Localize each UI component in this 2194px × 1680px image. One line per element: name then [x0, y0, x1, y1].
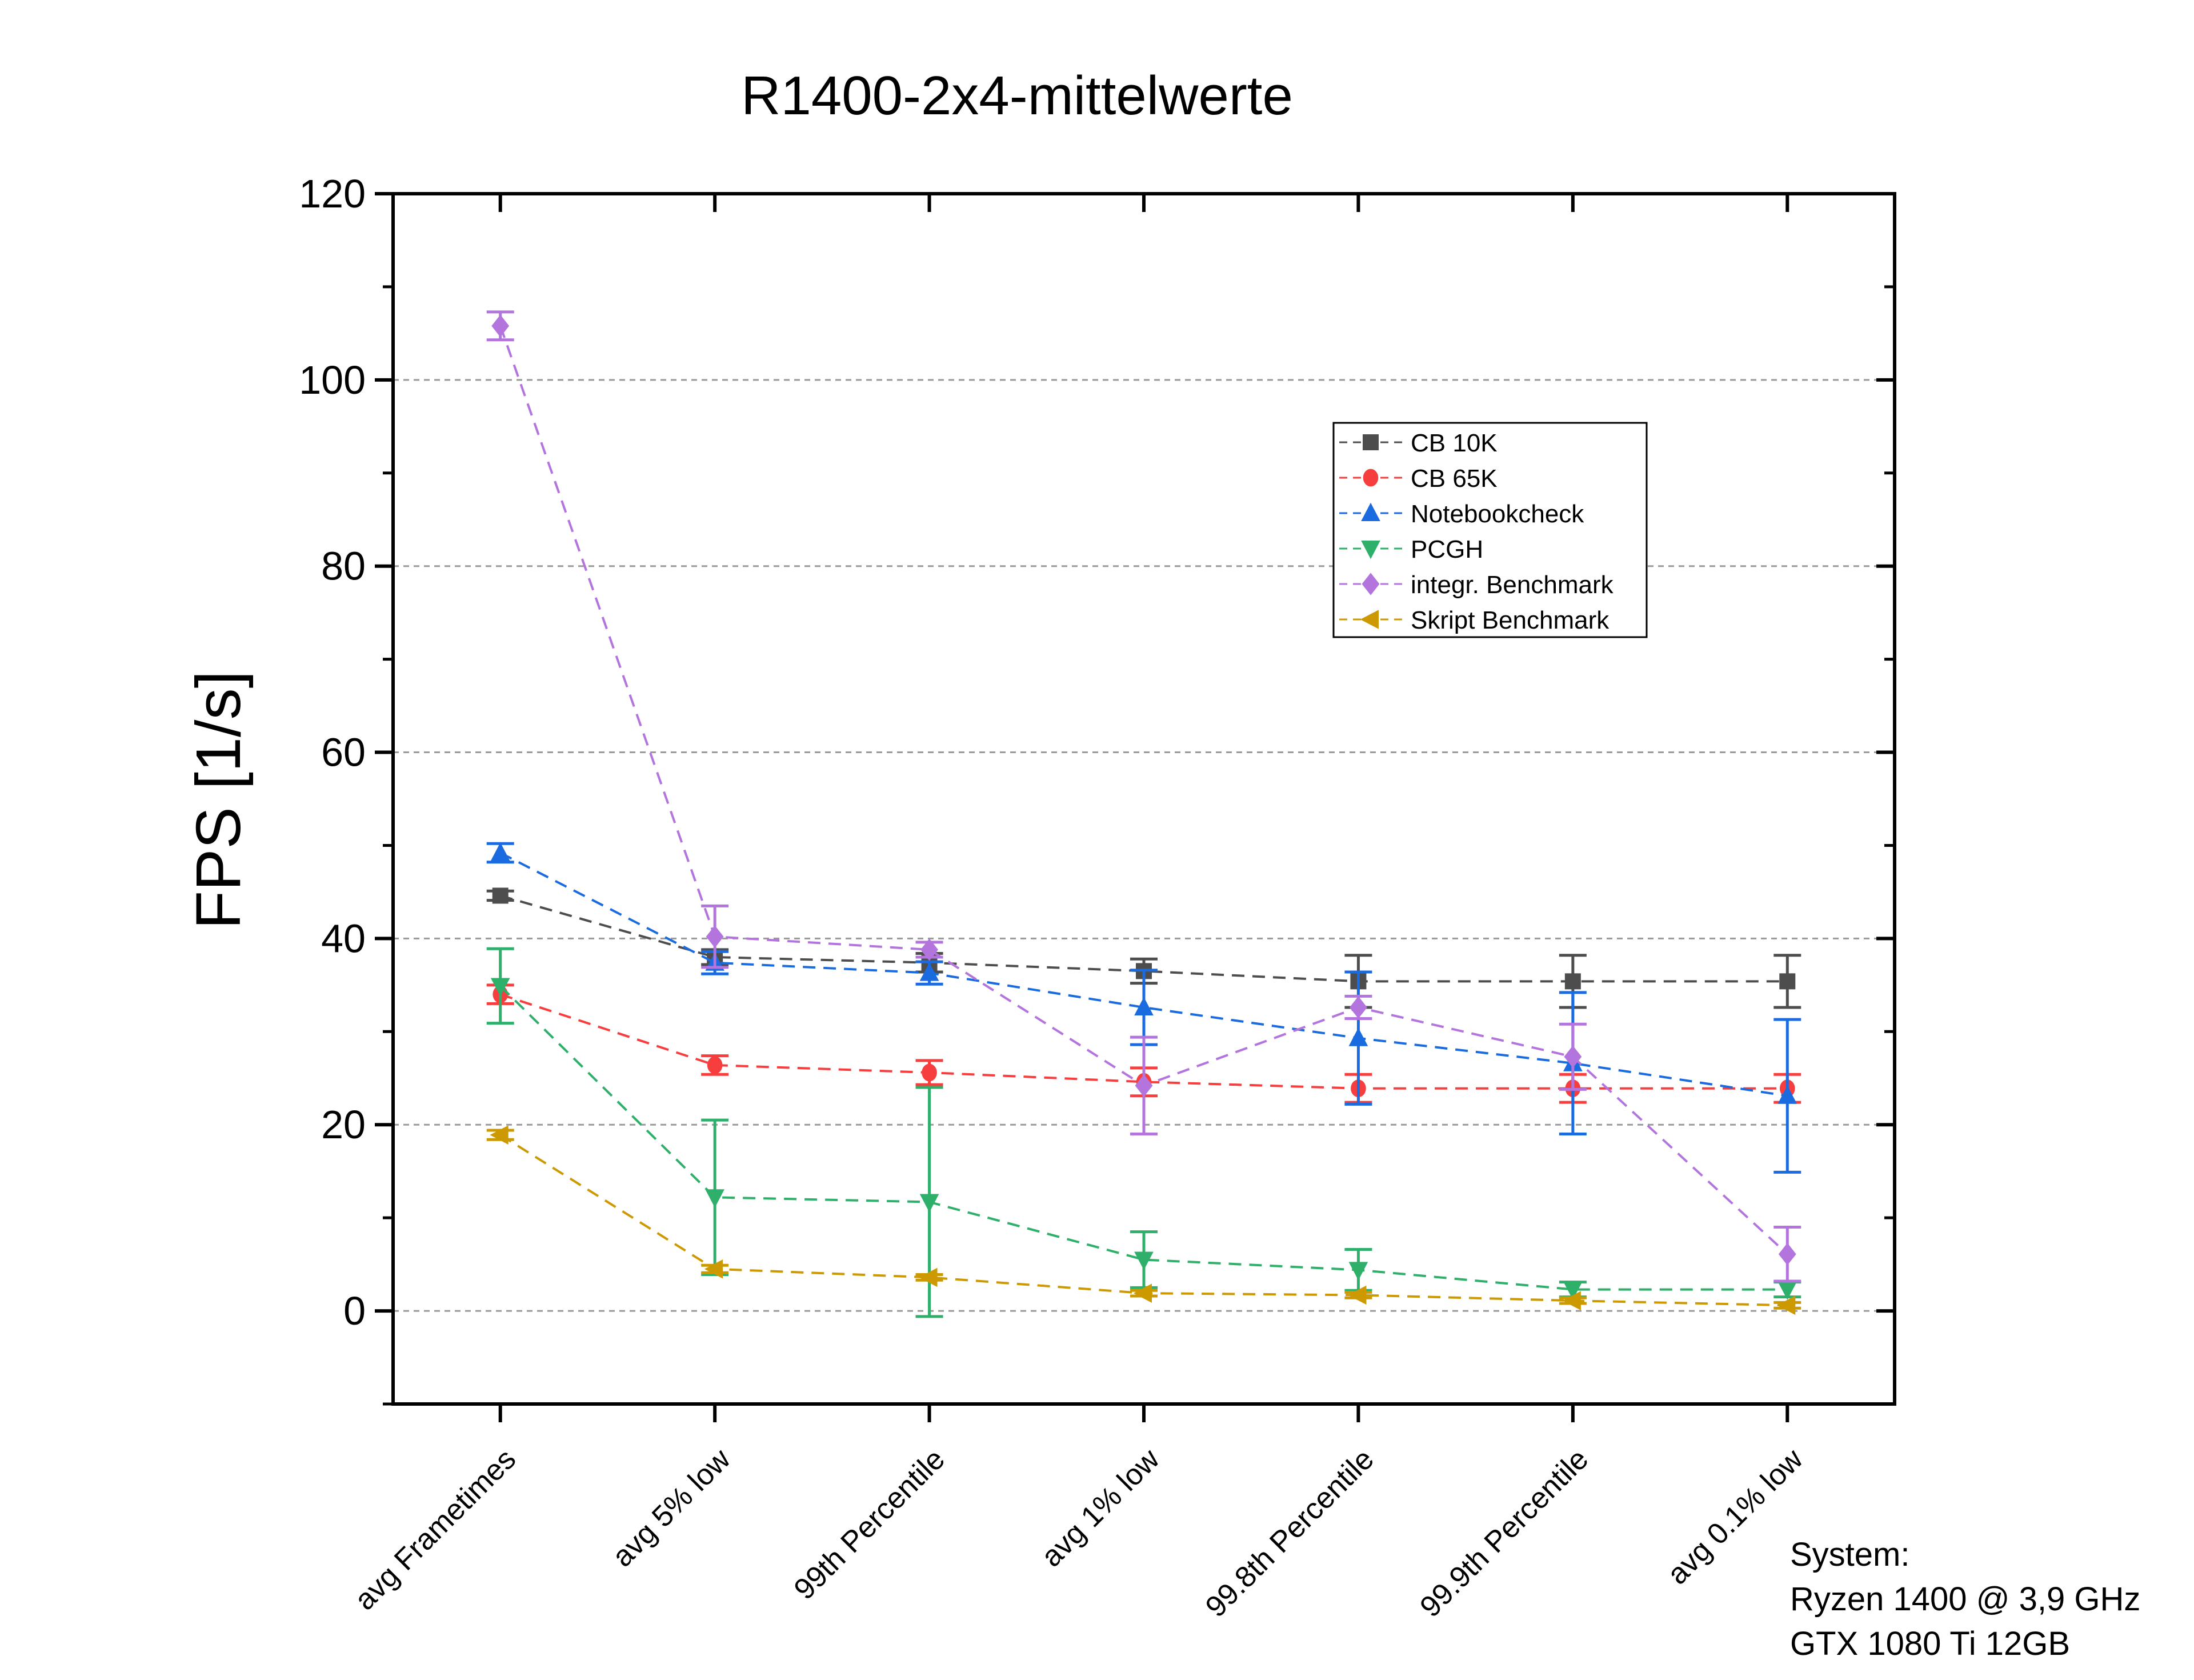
x-tick-label: 99.8th Percentile	[1199, 1442, 1380, 1623]
legend-label: Skript Benchmark	[1411, 606, 1610, 634]
marker-diamond	[706, 925, 724, 948]
x-tick-label: 99.9th Percentile	[1414, 1442, 1595, 1623]
y-tick-label: 120	[299, 171, 366, 216]
marker-triangle-up	[1348, 1027, 1368, 1046]
legend-box	[1332, 422, 1648, 638]
marker-circle	[922, 1063, 937, 1082]
marker-triangle-up	[1777, 1085, 1797, 1104]
annotation-line: System:	[1790, 1536, 1910, 1573]
legend-item: CB 10K	[1339, 429, 1498, 457]
plot-frame	[391, 192, 1896, 1406]
marker-triangle-left	[490, 1125, 509, 1145]
chart-title: R1400-2x4-mittelwerte	[741, 65, 1293, 126]
system-annotation: System: Ryzen 1400 @ 3,9 GHz GTX 1080 Ti…	[1790, 1536, 2140, 1662]
x-tick-label: avg 1% low	[1035, 1442, 1166, 1573]
x-tick-label: avg 5% low	[606, 1442, 737, 1573]
axes: 0 20 40 60 80 100 120 avg Frametimes avg 5% low 9…	[299, 171, 1895, 1623]
legend-item: CB 65K	[1339, 465, 1498, 493]
marker-triangle-up	[1134, 997, 1154, 1015]
marker-diamond	[920, 938, 938, 961]
marker-triangle-down	[1777, 1281, 1797, 1300]
marker-diamond	[1362, 573, 1380, 595]
marker-triangle-up	[919, 962, 939, 981]
y-tick-label: 80	[321, 544, 366, 589]
y-tick-label: 60	[321, 730, 366, 775]
marker-circle	[707, 1056, 723, 1074]
marker-diamond	[1778, 1243, 1796, 1266]
series-group	[486, 310, 1801, 1318]
x-tick-label: 99th Percentile	[788, 1442, 951, 1606]
series-integr-benchmark	[486, 310, 1801, 1283]
marker-triangle-down	[705, 1189, 724, 1208]
marker-triangle-left	[704, 1259, 723, 1279]
marker-triangle-left	[1562, 1291, 1581, 1310]
y-tick-label: 0	[343, 1289, 366, 1333]
grid	[393, 379, 1895, 1312]
legend-item: Notebookcheck	[1339, 500, 1584, 528]
marker-triangle-up	[490, 842, 510, 861]
marker-square	[1564, 973, 1581, 990]
marker-diamond	[1350, 996, 1367, 1019]
marker-triangle-left	[919, 1267, 938, 1287]
legend-item: Skript Benchmark	[1339, 606, 1610, 634]
series-skript-benchmark	[486, 1125, 1801, 1315]
legend-label: integr. Benchmark	[1411, 571, 1614, 599]
annotation-line: Ryzen 1400 @ 3,9 GHz	[1790, 1581, 2140, 1618]
legend-label: CB 65K	[1411, 465, 1498, 493]
marker-square	[1779, 973, 1796, 990]
marker-triangle-down	[919, 1194, 939, 1213]
marker-diamond	[491, 314, 510, 337]
marker-triangle-left	[1348, 1285, 1367, 1305]
marker-circle	[1363, 469, 1379, 487]
marker-triangle-down	[490, 978, 510, 997]
legend: CB 10K CB 65K Notebookcheck PCGH integr. Ben…	[1332, 422, 1648, 638]
marker-triangle-left	[1133, 1283, 1152, 1303]
marker-square	[492, 887, 509, 904]
marker-triangle-down	[1563, 1281, 1583, 1300]
marker-triangle-left	[1777, 1295, 1796, 1315]
marker-triangle-down	[1348, 1262, 1368, 1281]
y-axis-label: FPS [1/s]	[183, 671, 254, 929]
legend-item: PCGH	[1339, 535, 1483, 563]
legend-item: integr. Benchmark	[1339, 571, 1614, 599]
y-tick-label: 100	[299, 358, 366, 402]
marker-triangle-down	[1361, 541, 1380, 559]
legend-label: Notebookcheck	[1411, 500, 1584, 528]
marker-diamond	[1564, 1045, 1582, 1068]
annotation-line: GTX 1080 Ti 12GB	[1790, 1625, 2070, 1662]
y-tick-label: 40	[321, 916, 366, 961]
legend-label: CB 10K	[1411, 429, 1498, 457]
marker-diamond	[1135, 1074, 1153, 1097]
marker-triangle-left	[1360, 610, 1379, 629]
marker-triangle-down	[1134, 1251, 1154, 1270]
legend-label: PCGH	[1411, 535, 1483, 563]
marker-triangle-up	[1361, 502, 1380, 521]
x-tick-label: avg Frametimes	[349, 1442, 523, 1617]
marker-square	[1363, 434, 1379, 450]
y-tick-label: 20	[321, 1102, 366, 1147]
x-tick-label: avg 0.1% low	[1661, 1442, 1809, 1591]
